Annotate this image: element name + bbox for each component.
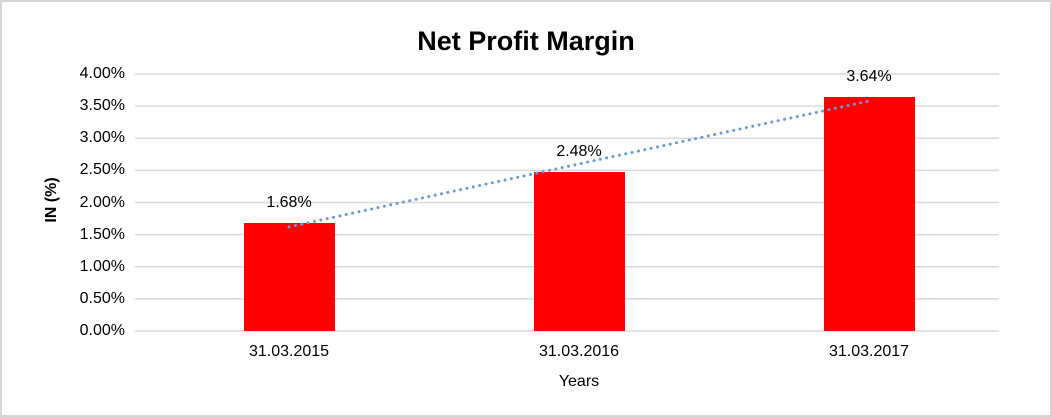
- bar-value-label: 3.64%: [846, 68, 892, 86]
- y-tick-label: 1.50%: [79, 225, 125, 243]
- y-tick-label: 4.00%: [79, 65, 125, 82]
- y-tick-label: 1.00%: [79, 257, 125, 275]
- y-tick-label: 0.00%: [79, 322, 125, 339]
- chart-title: Net Profit Margin: [417, 26, 635, 56]
- y-tick-label: 0.50%: [79, 289, 125, 307]
- trendline: [287, 99, 871, 229]
- bar: [823, 97, 915, 331]
- y-tick-label: 3.50%: [79, 97, 125, 115]
- x-axis-title: Years: [558, 373, 600, 390]
- y-tick-label: 2.50%: [79, 161, 125, 179]
- x-tick-label: 31.03.2015: [248, 343, 330, 360]
- x-tick-label: 31.03.2017: [828, 343, 910, 360]
- bar-value-label: 1.68%: [266, 194, 312, 212]
- x-tick-label: 31.03.2016: [538, 343, 620, 360]
- bar-value-label: 2.48%: [556, 142, 602, 160]
- bar: [243, 223, 335, 331]
- y-tick-label: 3.00%: [79, 129, 125, 147]
- y-tick-label: 2.00%: [79, 193, 125, 211]
- bar: [533, 171, 625, 331]
